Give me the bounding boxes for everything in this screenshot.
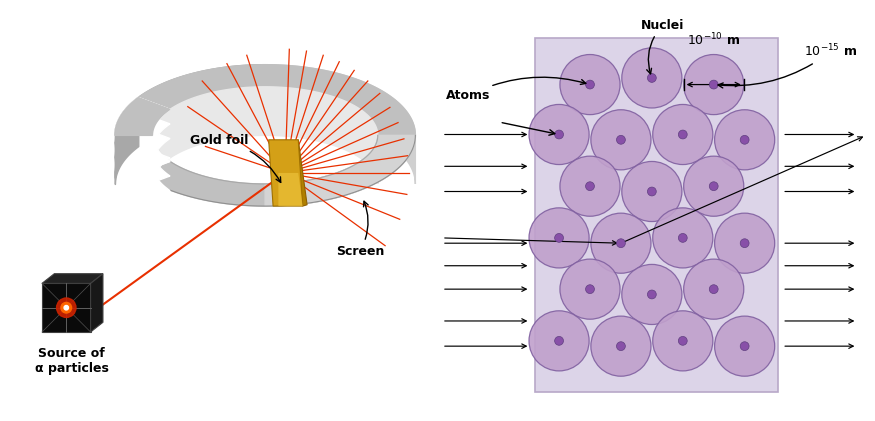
Circle shape <box>529 311 589 371</box>
Circle shape <box>683 259 744 319</box>
Text: $10^{-15}$ m: $10^{-15}$ m <box>718 43 858 88</box>
Circle shape <box>64 306 68 310</box>
Polygon shape <box>115 65 265 184</box>
Circle shape <box>710 80 718 89</box>
Circle shape <box>653 208 713 268</box>
Polygon shape <box>42 274 103 283</box>
Polygon shape <box>115 136 416 206</box>
Circle shape <box>560 156 620 216</box>
Circle shape <box>585 80 594 89</box>
Polygon shape <box>115 98 170 173</box>
Circle shape <box>715 316 774 376</box>
Circle shape <box>715 110 774 170</box>
Circle shape <box>648 290 656 299</box>
Circle shape <box>678 234 687 242</box>
Circle shape <box>591 213 651 273</box>
Circle shape <box>585 285 594 293</box>
Polygon shape <box>115 127 170 203</box>
Circle shape <box>678 130 687 139</box>
Polygon shape <box>265 65 416 184</box>
Circle shape <box>653 104 713 165</box>
Circle shape <box>560 54 620 115</box>
Circle shape <box>529 208 589 268</box>
Circle shape <box>560 259 620 319</box>
Circle shape <box>678 336 687 345</box>
Circle shape <box>555 336 564 345</box>
Polygon shape <box>115 98 170 136</box>
Circle shape <box>740 136 749 144</box>
Polygon shape <box>265 136 416 206</box>
Circle shape <box>648 74 656 83</box>
Circle shape <box>617 342 626 351</box>
Circle shape <box>710 182 718 191</box>
Bar <box>535 38 778 392</box>
Circle shape <box>585 182 594 191</box>
Circle shape <box>683 156 744 216</box>
Text: Gold foil: Gold foil <box>190 134 281 182</box>
Circle shape <box>622 161 682 221</box>
Polygon shape <box>115 146 170 222</box>
Circle shape <box>740 239 749 248</box>
Polygon shape <box>115 65 416 136</box>
Circle shape <box>683 54 744 115</box>
Circle shape <box>529 104 589 165</box>
Circle shape <box>555 130 564 139</box>
Polygon shape <box>91 274 103 332</box>
Circle shape <box>715 213 774 273</box>
Circle shape <box>617 136 626 144</box>
Polygon shape <box>278 173 303 206</box>
Circle shape <box>648 187 656 196</box>
Circle shape <box>617 239 626 248</box>
Circle shape <box>61 302 72 313</box>
Circle shape <box>591 316 651 376</box>
Text: Nuclei: Nuclei <box>641 19 684 74</box>
Polygon shape <box>42 283 91 332</box>
Circle shape <box>57 298 76 317</box>
Polygon shape <box>269 140 303 206</box>
Circle shape <box>622 48 682 108</box>
Polygon shape <box>152 87 378 184</box>
Circle shape <box>555 234 564 242</box>
Text: $10^{-10}$ m: $10^{-10}$ m <box>687 32 740 49</box>
Circle shape <box>710 285 718 293</box>
Circle shape <box>622 264 682 325</box>
Circle shape <box>591 110 651 170</box>
Text: Source of
α particles: Source of α particles <box>35 347 108 376</box>
Polygon shape <box>115 98 170 173</box>
Polygon shape <box>294 140 307 206</box>
Circle shape <box>653 311 713 371</box>
Text: Screen: Screen <box>336 201 384 258</box>
Text: Atoms: Atoms <box>446 77 586 102</box>
Circle shape <box>740 342 749 351</box>
Polygon shape <box>115 112 170 188</box>
